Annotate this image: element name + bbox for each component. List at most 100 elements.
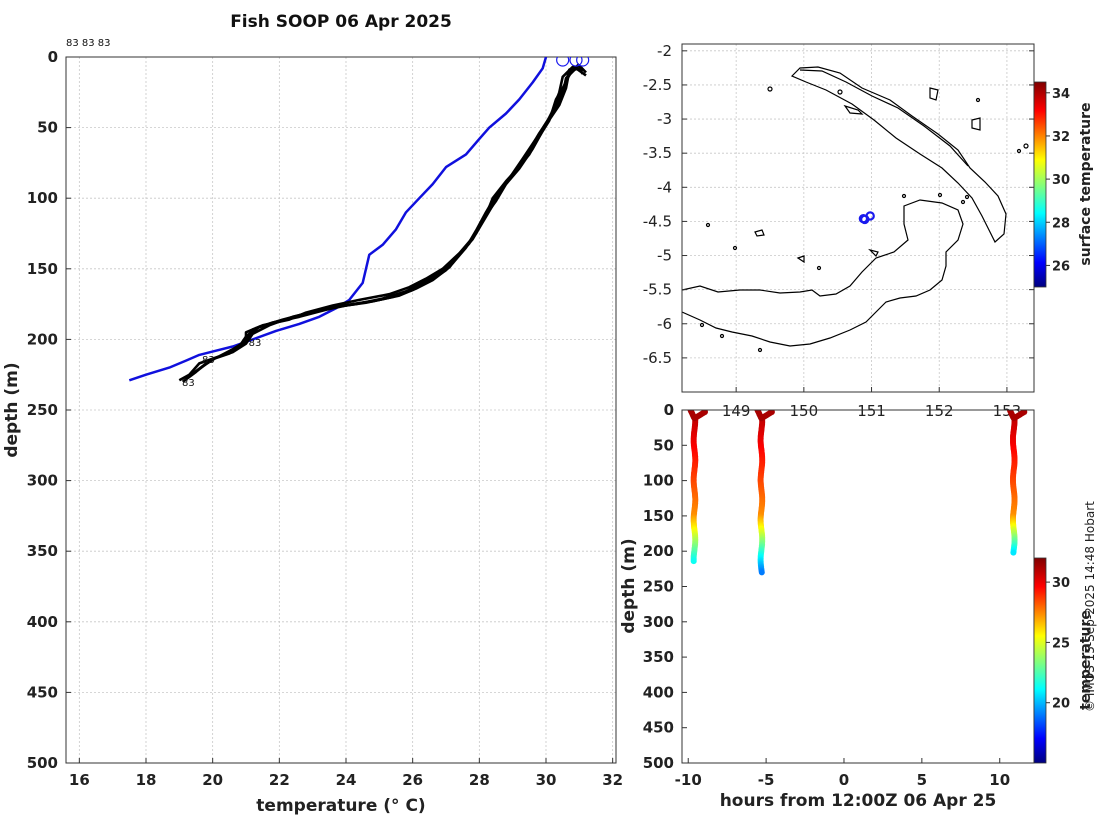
surface-marker xyxy=(556,57,570,67)
cast-surface-point xyxy=(702,410,708,415)
surface-colorbar-tick-label: 30 xyxy=(1052,173,1070,188)
x-tick-label: 18 xyxy=(136,771,157,789)
coastline-new-britain xyxy=(682,199,964,347)
map-x-tick-label: 152 xyxy=(925,402,954,420)
island xyxy=(843,104,864,115)
island xyxy=(767,86,773,92)
map-x-tick-label: 149 xyxy=(722,402,751,420)
profile-chart-ylabel: depth (m) xyxy=(2,362,22,457)
section-y-tick-label: 50 xyxy=(653,436,674,454)
map-y-tick-label: -6.5 xyxy=(643,349,672,367)
island xyxy=(816,265,822,271)
map-coastlines xyxy=(682,66,1029,353)
credit-text: © IMOS 15-Sep-2025 14:48 Hobart xyxy=(1083,501,1097,712)
y-tick-label: 0 xyxy=(48,48,58,66)
cast-surface-point xyxy=(1021,410,1028,415)
section-y-tick-label: 450 xyxy=(643,719,674,737)
surface-colorbar-tick-label: 32 xyxy=(1052,130,1070,145)
map-stations xyxy=(858,211,875,225)
surface-colorbar-label: surface temperature xyxy=(1078,102,1094,265)
island xyxy=(1023,143,1029,149)
series-profile-1 xyxy=(178,67,584,382)
section-y-tick-label: 350 xyxy=(643,648,674,666)
map-frame xyxy=(681,43,1035,393)
y-tick-label: 250 xyxy=(27,401,58,419)
island xyxy=(699,322,705,328)
series-profile-2 xyxy=(181,65,584,383)
profile-label: 83 xyxy=(202,355,215,366)
cast-profile xyxy=(754,410,775,576)
map-y-tick-label: -3 xyxy=(657,110,672,128)
temperature-colorbar-tick-label: 25 xyxy=(1052,636,1070,651)
y-tick-label: 300 xyxy=(27,472,58,490)
cast-surface-point xyxy=(768,410,775,415)
profile-chart-frame xyxy=(65,56,617,764)
surface-marker xyxy=(569,57,583,67)
section-x-tick-label: -10 xyxy=(675,771,702,789)
profile-id-labels: 83 83 83 xyxy=(66,38,111,49)
island xyxy=(732,245,738,251)
section-y-tick-label: 150 xyxy=(643,507,674,525)
map-y-tick-label: -2.5 xyxy=(643,76,672,94)
x-tick-label: 20 xyxy=(202,771,223,789)
cast-point xyxy=(690,558,697,565)
map-y-tick-label: -2 xyxy=(657,42,672,60)
surface-colorbar-tick-label: 34 xyxy=(1052,87,1070,102)
section-xlabel: hours from 12:00Z 06 Apr 25 xyxy=(720,791,997,811)
y-tick-label: 100 xyxy=(27,189,58,207)
cast-profile xyxy=(1006,410,1028,556)
profile-chart-series xyxy=(128,57,590,383)
section-y-tick-label: 400 xyxy=(643,683,674,701)
section-ylabel: depth (m) xyxy=(619,538,639,633)
section-casts xyxy=(687,410,1028,576)
section-y-tick-label: 100 xyxy=(643,472,674,490)
temperature-colorbar-tick-label: 30 xyxy=(1052,576,1070,591)
y-tick-label: 500 xyxy=(27,754,58,772)
series-profile-3 xyxy=(188,64,587,378)
x-tick-label: 26 xyxy=(402,771,423,789)
island xyxy=(937,192,943,198)
map-x-tick-label: 151 xyxy=(857,402,886,420)
temperature-colorbar-tick-label: 20 xyxy=(1052,697,1070,712)
y-tick-label: 450 xyxy=(27,683,58,701)
y-tick-label: 400 xyxy=(27,613,58,631)
station-marker xyxy=(860,214,870,225)
x-tick-label: 32 xyxy=(602,771,623,789)
island xyxy=(796,255,805,264)
coastline-new-ireland-inner xyxy=(799,69,969,167)
island xyxy=(929,87,939,101)
x-tick-label: 22 xyxy=(269,771,290,789)
map-y-tick-label: -5.5 xyxy=(643,281,672,299)
surface-colorbar-tick-label: 28 xyxy=(1052,216,1070,231)
cast-profile xyxy=(687,410,708,565)
cast-point xyxy=(1010,549,1017,556)
map-y-tick-label: -3.5 xyxy=(643,144,672,162)
map-y-tick-label: -4 xyxy=(657,178,672,196)
island xyxy=(1016,148,1022,154)
profile-chart-ticks: 16 18 20 22 24 26 28 30 32 0 50 100 150 200 250 300 350 4… xyxy=(27,48,623,789)
profile-chart-labels: 83 83 83 xyxy=(182,338,261,389)
island xyxy=(960,199,966,205)
map-y-tick-label: -5 xyxy=(657,247,672,265)
section-y-tick-label: 500 xyxy=(643,754,674,772)
map-grid xyxy=(682,44,1034,392)
section-x-tick-label: -5 xyxy=(758,771,775,789)
island xyxy=(868,248,879,258)
x-tick-label: 24 xyxy=(336,771,357,789)
section-y-tick-label: 200 xyxy=(643,542,674,560)
x-tick-label: 16 xyxy=(69,771,90,789)
figure-title: Fish SOOP 06 Apr 2025 xyxy=(230,12,452,32)
island xyxy=(964,194,970,200)
section-x-tick-label: 10 xyxy=(989,771,1010,789)
coastline-new-ireland xyxy=(790,66,1007,243)
island xyxy=(757,347,763,353)
map-ticks: 149 150 151 152 153-2-2.5-3-3.5-4-4.5-5-5.5-… xyxy=(643,42,1034,420)
profile-chart-grid xyxy=(66,56,616,764)
surface-marker xyxy=(576,57,590,67)
map-y-tick-label: -6 xyxy=(657,315,672,333)
map-x-tick-label: 150 xyxy=(790,402,819,420)
profile-label: 83 xyxy=(182,378,195,389)
section-x-tick-label: 0 xyxy=(839,771,849,789)
surface-colorbar-tick-label: 26 xyxy=(1052,259,1070,274)
